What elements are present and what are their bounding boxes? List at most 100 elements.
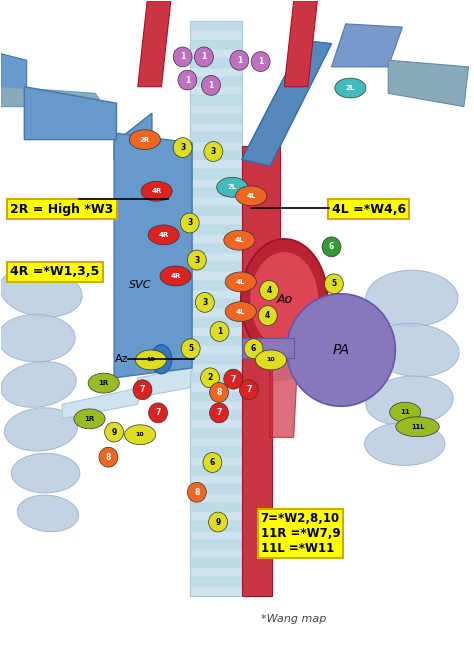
Polygon shape [190, 133, 242, 142]
Polygon shape [242, 338, 273, 596]
Polygon shape [190, 558, 242, 568]
Ellipse shape [369, 324, 459, 377]
Polygon shape [190, 40, 242, 49]
Ellipse shape [203, 453, 222, 473]
Ellipse shape [148, 225, 179, 245]
Text: 6: 6 [251, 344, 256, 353]
Text: 4L: 4L [246, 193, 256, 199]
Polygon shape [190, 206, 242, 215]
Text: 3: 3 [180, 143, 185, 152]
Polygon shape [114, 133, 192, 378]
Polygon shape [136, 368, 192, 398]
Ellipse shape [173, 47, 192, 67]
Text: 4R: 4R [159, 232, 169, 238]
Polygon shape [242, 359, 303, 386]
Text: 1: 1 [209, 81, 214, 90]
Text: PA: PA [332, 343, 349, 357]
Text: 7: 7 [140, 385, 145, 394]
Text: 3: 3 [187, 219, 192, 227]
Text: Innominate: Innominate [294, 135, 331, 191]
Ellipse shape [178, 70, 197, 90]
Polygon shape [190, 373, 242, 383]
Polygon shape [190, 77, 242, 86]
Polygon shape [190, 318, 242, 327]
Ellipse shape [251, 52, 270, 72]
Ellipse shape [324, 274, 343, 294]
Text: 4: 4 [265, 311, 270, 320]
Text: 7=*W2,8,10
11R =*W7,9
11L =*W11: 7=*W2,8,10 11R =*W7,9 11L =*W11 [261, 512, 340, 555]
Polygon shape [24, 87, 117, 140]
Polygon shape [190, 410, 242, 420]
Text: 5: 5 [331, 279, 337, 288]
Polygon shape [190, 448, 242, 457]
Polygon shape [190, 577, 242, 586]
Ellipse shape [260, 280, 279, 300]
Text: 1R: 1R [99, 380, 109, 386]
Polygon shape [190, 262, 242, 271]
Polygon shape [190, 243, 242, 253]
Ellipse shape [335, 78, 366, 98]
Ellipse shape [0, 267, 82, 317]
Text: 1: 1 [180, 52, 185, 62]
Polygon shape [284, 1, 318, 87]
Ellipse shape [204, 142, 223, 162]
Ellipse shape [255, 350, 287, 370]
Ellipse shape [322, 237, 341, 257]
Ellipse shape [4, 408, 77, 451]
Polygon shape [190, 114, 242, 123]
Ellipse shape [239, 380, 258, 400]
Polygon shape [190, 540, 242, 549]
Text: Ao: Ao [276, 293, 292, 306]
Text: 1: 1 [217, 327, 222, 336]
Circle shape [250, 252, 318, 347]
Ellipse shape [201, 76, 220, 95]
Polygon shape [190, 170, 242, 178]
Polygon shape [62, 388, 140, 419]
Polygon shape [270, 345, 299, 438]
Ellipse shape [0, 314, 75, 362]
Text: *Wang map: *Wang map [261, 615, 327, 625]
Text: 3: 3 [211, 147, 216, 156]
Text: 10: 10 [267, 357, 275, 363]
Text: 1: 1 [237, 56, 242, 65]
Ellipse shape [195, 292, 214, 312]
Text: 4L: 4L [236, 279, 246, 285]
Polygon shape [0, 54, 27, 107]
Text: 4R: 4R [152, 188, 162, 194]
Ellipse shape [125, 425, 156, 445]
Text: 4R =*W1,3,5: 4R =*W1,3,5 [10, 265, 100, 278]
Text: 4: 4 [266, 286, 272, 295]
Ellipse shape [258, 306, 277, 326]
Ellipse shape [365, 422, 445, 465]
Text: 4L =*W4,6: 4L =*W4,6 [331, 203, 406, 215]
Ellipse shape [129, 130, 160, 150]
Text: 4R: 4R [170, 273, 181, 279]
Text: 11L: 11L [411, 424, 424, 430]
Polygon shape [190, 95, 242, 105]
Ellipse shape [1, 361, 76, 407]
Polygon shape [190, 299, 242, 308]
Polygon shape [138, 1, 171, 87]
Text: 4L: 4L [236, 309, 246, 315]
Polygon shape [190, 280, 242, 290]
Ellipse shape [236, 186, 267, 206]
Polygon shape [190, 355, 242, 364]
Ellipse shape [210, 322, 229, 341]
Ellipse shape [225, 272, 256, 292]
Polygon shape [190, 188, 242, 197]
FancyBboxPatch shape [0, 1, 474, 662]
Ellipse shape [201, 368, 219, 388]
Text: 7: 7 [216, 408, 222, 418]
Polygon shape [190, 392, 242, 401]
Text: 11: 11 [401, 409, 410, 415]
Ellipse shape [133, 380, 152, 400]
Ellipse shape [187, 483, 206, 502]
Ellipse shape [366, 271, 458, 327]
Ellipse shape [210, 383, 228, 402]
Text: 3: 3 [202, 298, 208, 307]
Polygon shape [242, 338, 294, 358]
Polygon shape [190, 336, 242, 345]
Polygon shape [190, 21, 242, 596]
Text: 9: 9 [111, 428, 117, 436]
Ellipse shape [11, 453, 80, 493]
